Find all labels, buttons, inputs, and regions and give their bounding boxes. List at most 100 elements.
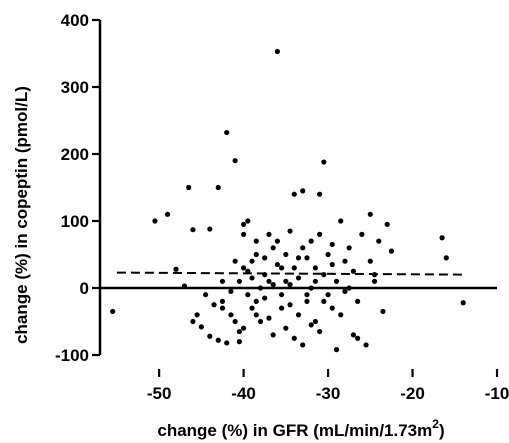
data-point [367,211,373,217]
data-point [367,258,373,264]
data-point [219,298,226,304]
data-point [249,258,255,264]
data-point [321,272,327,278]
data-point [325,292,331,298]
data-point [198,324,204,330]
data-point [202,292,209,298]
x-axis-title-main: change (%) in GFR (mL/min/1.73m [157,421,432,440]
y-tick-label: 200 [61,145,89,164]
data-point [304,255,310,261]
data-point [240,265,247,271]
data-point [266,315,272,321]
y-tick-label: 300 [61,78,89,97]
data-point [363,342,369,348]
data-point [384,221,390,227]
data-point [350,332,357,338]
data-point [274,261,280,268]
data-point [329,241,335,248]
data-point [270,245,276,251]
data-point [181,283,188,289]
data-point [355,335,361,341]
data-point [245,292,251,298]
data-point [232,318,238,325]
y-axis-title: change (%) in copeptin (pmol/L) [12,86,31,344]
data-point [173,266,179,272]
data-point [257,285,264,291]
data-point [257,318,264,325]
trend-line [116,271,464,276]
data-point [279,292,285,298]
data-point [317,231,323,237]
data-point [215,337,221,343]
data-point [266,231,272,237]
data-point [283,278,289,284]
data-point [317,191,323,197]
data-point [317,328,323,335]
data-point [300,342,306,348]
data-points [110,48,466,353]
x-tick-label: -20 [400,384,425,403]
data-point [240,221,247,227]
data-point [312,278,318,284]
data-point [240,325,247,331]
data-point [262,295,268,301]
data-point [304,298,310,304]
data-point [300,188,306,194]
data-point [295,312,302,318]
data-point [262,255,268,261]
data-point [333,347,340,353]
data-point [228,312,234,318]
data-point [110,308,116,315]
data-point [291,191,297,197]
trend-line-group [116,271,464,276]
data-point [329,305,335,311]
data-point [291,265,297,271]
data-point [253,251,259,258]
data-point [308,238,314,244]
x-axis-title: change (%) in GFR (mL/min/1.73m2) [157,417,444,440]
data-point [224,340,230,346]
data-point [240,231,247,237]
x-tick-label: -50 [147,384,172,403]
data-point [194,312,200,318]
y-axis: -100 0 100 200 300 400 [55,11,102,365]
data-point [232,258,238,264]
data-point [287,282,293,288]
data-point [190,227,196,233]
data-point [279,265,285,271]
data-point [308,322,314,328]
data-point [355,298,361,304]
data-point [228,288,234,294]
data-point [249,305,255,311]
data-point [249,275,255,281]
data-point [236,328,242,335]
data-point [253,312,259,318]
data-point [219,278,226,284]
data-point [308,285,314,291]
data-point [270,332,276,338]
data-point [295,255,302,261]
data-point [186,184,192,191]
data-point [321,298,327,304]
data-point [342,258,348,264]
data-point [321,159,327,165]
data-point [236,339,242,345]
data-point [274,238,280,244]
data-point [333,278,340,284]
data-point [283,251,289,258]
data-point [312,265,318,271]
data-point [215,184,221,191]
data-point [287,228,293,234]
data-point [207,226,213,232]
x-tick-label: -30 [316,384,341,403]
data-point [253,298,259,304]
data-point [279,305,285,311]
data-point [295,275,302,281]
x-axis-title-superscript: 2 [432,417,439,431]
data-point [291,335,297,341]
data-point [224,129,230,136]
data-point [342,288,348,294]
data-point [325,251,331,258]
data-point [232,158,238,164]
data-point [164,211,171,217]
